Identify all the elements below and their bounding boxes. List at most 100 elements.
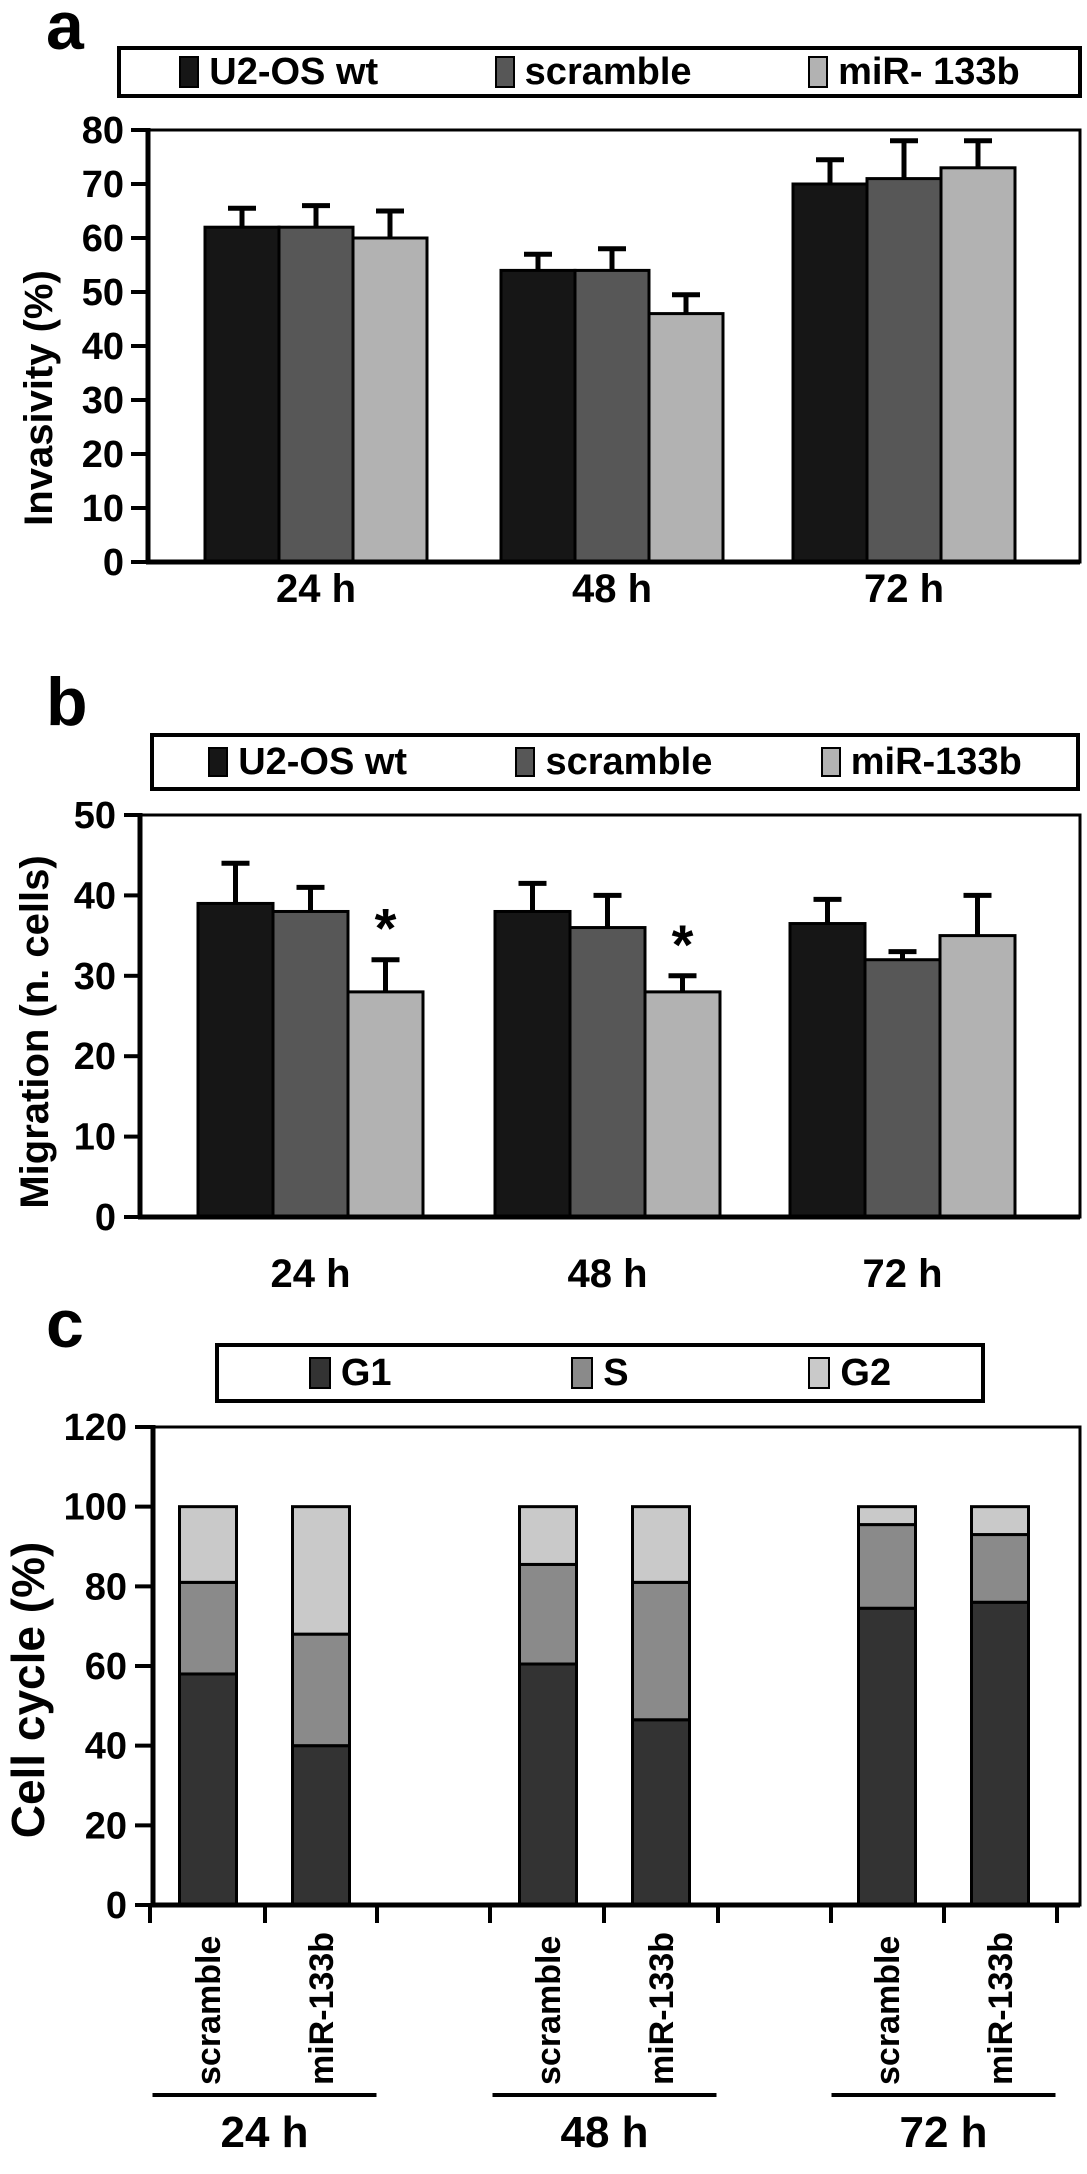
panel-a-chart: 24 h 48 h 72 h 0 10 20 30 40 50 60 70 80 Invasivity … <box>17 110 1082 611</box>
y-tick-label: 100 <box>64 1487 127 1529</box>
category-label: 24 h <box>270 1252 350 1296</box>
legend-item-U2-OS wt: U2-OS wt <box>208 743 407 781</box>
bar-miR-133b <box>643 990 722 1219</box>
y-axis-title: Migration (n. cells) <box>13 855 57 1208</box>
legend-swatch-G1 <box>308 1357 331 1389</box>
panel-c-chart: 0 20 40 60 80 100 120 Cell cycle (%) scramble miR… <box>2 1407 1082 2157</box>
legend-swatch-G2 <box>808 1357 831 1389</box>
bar-scramble <box>271 909 350 1219</box>
y-tick-label: 40 <box>74 875 116 917</box>
y-tick-label: 70 <box>82 164 124 206</box>
panel-a-legend: U2-OS wt scramble miR- 133b <box>117 46 1082 98</box>
legend-swatch-miR-133b <box>820 747 841 777</box>
bar-U2-OS wt <box>203 225 281 564</box>
bar-U2-OS wt <box>499 268 577 564</box>
y-tick-label: 10 <box>74 1117 116 1159</box>
bar-label: scramble <box>530 1936 568 2085</box>
panel-c-letter: c <box>46 1286 84 1362</box>
stack-segment-G1 <box>291 1744 351 1907</box>
bar-miR- 133b <box>351 236 429 564</box>
legend-item-scramble: scramble <box>494 53 692 91</box>
y-tick-label: 20 <box>82 434 124 476</box>
y-tick-label: 20 <box>85 1805 127 1847</box>
bar-miR- 133b <box>647 312 725 564</box>
legend-label: S <box>603 1352 629 1394</box>
y-tick-label: 0 <box>95 1197 116 1239</box>
stack-segment-G1 <box>178 1672 238 1907</box>
y-tick-label: 50 <box>74 800 116 837</box>
category-label: 24 h <box>276 567 356 611</box>
legend-label: U2-OS wt <box>238 741 408 783</box>
bar-U2-OS wt <box>791 182 869 564</box>
legend-swatch-miR- 133b <box>808 56 829 88</box>
category-label: 48 h <box>567 1252 647 1296</box>
stack-segment-G2 <box>970 1505 1030 1537</box>
y-tick-label: 80 <box>85 1566 127 1608</box>
y-tick-label: 120 <box>64 1407 127 1449</box>
stack-segment-S <box>291 1632 351 1748</box>
stack-segment-S <box>970 1533 1030 1604</box>
group-label: 48 h <box>560 2108 648 2157</box>
stack-segment-G1 <box>631 1718 691 1907</box>
legend-item-scramble: scramble <box>515 743 712 781</box>
legend-item-miR-133b: miR-133b <box>820 741 1022 783</box>
stack-segment-G2 <box>631 1505 691 1584</box>
significance-asterisk: * <box>375 897 397 960</box>
y-tick-label: 20 <box>74 1036 116 1078</box>
category-label: 72 h <box>862 1252 942 1296</box>
bar-label: miR-133b <box>982 1932 1020 2085</box>
group-label: 72 h <box>899 2108 987 2157</box>
legend-swatch-scramble <box>494 56 515 88</box>
legend-swatch-S <box>571 1357 594 1389</box>
stack-segment-G2 <box>178 1505 238 1584</box>
y-tick-label: 40 <box>82 326 124 368</box>
bar-U2-OS wt <box>196 901 275 1219</box>
y-tick-label: 30 <box>74 956 116 998</box>
category-label: 72 h <box>864 567 944 611</box>
stack-segment-G2 <box>291 1505 351 1636</box>
legend-label: G1 <box>340 1352 392 1394</box>
bar-label: scramble <box>869 1936 907 2085</box>
stack-segment-G1 <box>857 1606 917 1907</box>
bar-miR-133b <box>938 934 1017 1219</box>
stack-segment-G2 <box>857 1505 917 1527</box>
y-tick-label: 0 <box>103 542 124 584</box>
legend-label: U2-OS wt <box>209 51 379 93</box>
bar-miR-133b <box>346 990 425 1219</box>
y-axis-title: Cell cycle (%) <box>2 1542 54 1839</box>
legend-item-U2-OS wt: U2-OS wt <box>179 53 378 91</box>
legend-label: miR-133b <box>850 741 1022 783</box>
y-axis-title: Invasivity (%) <box>17 270 61 526</box>
panel-c: c G1 S G2 0 20 40 60 80 100 120 Cell cycle (%) scr… <box>0 1290 1087 2174</box>
y-tick-label: 0 <box>106 1885 127 1927</box>
category-label: 48 h <box>572 567 652 611</box>
panel-a: a U2-OS wt scramble miR- 133b 24 h 48 h 72 h… <box>0 0 1087 660</box>
stack-segment-G2 <box>518 1505 578 1566</box>
y-tick-label: 30 <box>82 380 124 422</box>
bar-scramble <box>865 177 943 564</box>
panel-b-chart: 24 h 48 h 72 h 0 10 20 30 40 50 Migration (n. cel… <box>13 800 1082 1296</box>
legend-swatch-U2-OS wt <box>208 747 229 777</box>
group-label: 24 h <box>220 2108 308 2157</box>
y-tick-label: 50 <box>82 272 124 314</box>
bar-label: miR-133b <box>643 1932 681 2085</box>
bar-U2-OS wt <box>788 922 867 1219</box>
legend-item-S: S <box>571 1352 629 1394</box>
legend-label: scramble <box>545 741 713 783</box>
legend-item-miR- 133b: miR- 133b <box>808 53 1020 91</box>
bar-label: scramble <box>190 1936 228 2085</box>
legend-swatch-U2-OS wt <box>179 56 200 88</box>
y-tick-label: 60 <box>82 218 124 260</box>
stack-segment-S <box>857 1523 917 1610</box>
bar-U2-OS wt <box>493 909 572 1219</box>
y-tick-label: 80 <box>82 110 124 152</box>
bar-scramble <box>863 958 942 1219</box>
legend-label: G2 <box>840 1352 892 1394</box>
y-tick-label: 60 <box>85 1646 127 1688</box>
panel-b-letter: b <box>46 664 88 740</box>
stack-segment-G1 <box>970 1600 1030 1907</box>
stack-segment-G1 <box>518 1662 578 1907</box>
legend-item-G1: G1 <box>308 1352 392 1394</box>
panel-a-letter: a <box>46 0 84 64</box>
